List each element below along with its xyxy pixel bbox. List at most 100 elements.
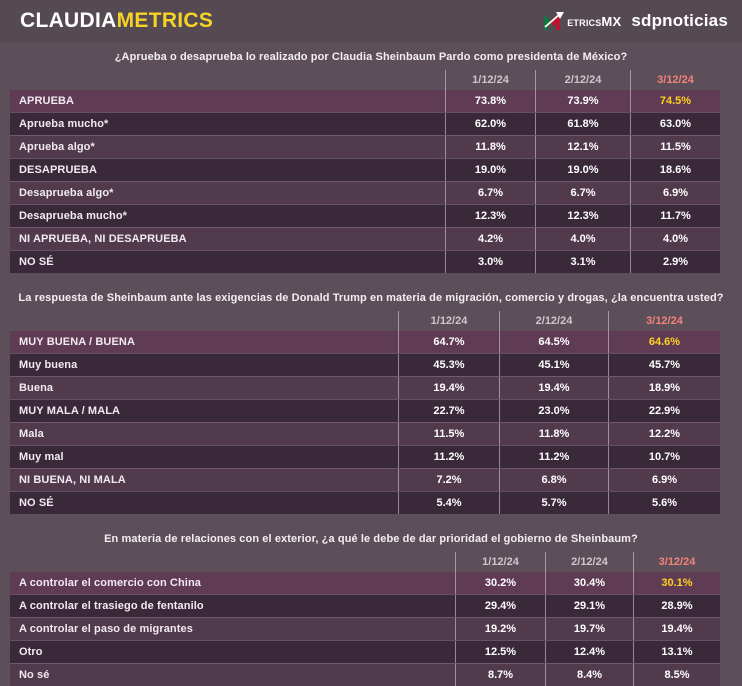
row-label: Muy mal [19,451,64,463]
value-cell: 62.0% [445,113,535,135]
approval-table: 1/12/24 2/12/24 3/12/24 APRUEBA 73.8% 73… [10,70,720,273]
table-row: Muy buena 45.3% 45.1% 45.7% [10,353,720,376]
value-cell-highlight: 64.6% [608,331,720,353]
row-label: Desaprueba mucho* [19,210,128,222]
value-cell: 3.1% [535,251,630,273]
claudiametrics-logo: CLAUDIA METRICS [20,9,213,33]
column-header: 1/12/24 [455,552,545,572]
value-cell: 4.2% [445,228,535,250]
value-cell: 6.9% [630,182,720,204]
table-row: A controlar el trasiego de fentanilo 29.… [10,594,720,617]
row-label: MUY MALA / MALA [19,405,121,417]
value-cell-highlight: 30.1% [633,572,720,594]
table-row: Muy mal 11.2% 11.2% 10.7% [10,445,720,468]
value-cell: 2.9% [630,251,720,273]
value-cell: 11.5% [630,136,720,158]
row-label: Mala [19,428,44,440]
value-cell: 45.7% [608,354,720,376]
value-cell: 18.9% [608,377,720,399]
column-header: 2/12/24 [535,70,630,90]
value-cell: 29.1% [545,595,633,617]
value-cell: 5.6% [608,492,720,514]
value-cell: 6.8% [499,469,608,491]
column-spacer [10,552,455,572]
value-cell: 30.4% [545,572,633,594]
value-cell: 13.1% [633,641,720,663]
row-label: No sé [19,669,50,681]
row-label: Aprueba mucho* [19,118,109,130]
table-row: Buena 19.4% 19.4% 18.9% [10,376,720,399]
approval-section: ¿Aprueba o desaprueba lo realizado por C… [0,50,742,273]
value-cell: 19.4% [398,377,499,399]
table-header: 1/12/24 2/12/24 3/12/24 [10,552,720,572]
column-header: 1/12/24 [445,70,535,90]
value-cell: 5.4% [398,492,499,514]
value-cell: 10.7% [608,446,720,468]
table-row: NI BUENA, NI MALA 7.2% 6.8% 6.9% [10,468,720,491]
table-row: Mala 11.5% 11.8% 12.2% [10,422,720,445]
value-cell: 11.2% [398,446,499,468]
column-header: 2/12/24 [499,311,608,331]
value-cell: 11.8% [445,136,535,158]
foreign-priority-table: 1/12/24 2/12/24 3/12/24 A controlar el c… [10,552,720,686]
table-row: MUY BUENA / BUENA 64.7% 64.5% 64.6% [10,331,720,353]
value-cell: 30.2% [455,572,545,594]
table-row: NO SÉ 3.0% 3.1% 2.9% [10,250,720,273]
table-row: A controlar el comercio con China 30.2% … [10,572,720,594]
value-cell: 12.3% [445,205,535,227]
column-spacer [10,311,398,331]
sdpnoticias-wordmark: sdpnoticias [631,11,728,30]
value-cell: 63.0% [630,113,720,135]
metricsmx-m-arrow-icon [543,11,565,31]
column-header-current: 3/12/24 [630,70,720,90]
row-label: DESAPRUEBA [19,164,98,176]
value-cell: 6.7% [535,182,630,204]
value-cell: 11.2% [499,446,608,468]
value-cell: 8.7% [455,664,545,686]
value-cell: 4.0% [630,228,720,250]
column-spacer [10,70,445,90]
brand-metrics: METRICS [116,9,214,32]
row-label: MUY BUENA / BUENA [19,336,135,348]
table-row: No sé 8.7% 8.4% 8.5% [10,663,720,686]
value-cell: 64.5% [499,331,608,353]
value-cell: 61.8% [535,113,630,135]
value-cell: 7.2% [398,469,499,491]
table-row: Desaprueba algo* 6.7% 6.7% 6.9% [10,181,720,204]
column-header-current: 3/12/24 [608,311,720,331]
row-label: Desaprueba algo* [19,187,114,199]
table-header: 1/12/24 2/12/24 3/12/24 [10,311,720,331]
value-cell: 8.4% [545,664,633,686]
value-cell: 22.7% [398,400,499,422]
value-cell: 73.8% [445,90,535,112]
value-cell: 12.4% [545,641,633,663]
table-row: NO SÉ 5.4% 5.7% 5.6% [10,491,720,514]
table-row: Aprueba algo* 11.8% 12.1% 11.5% [10,135,720,158]
value-cell: 3.0% [445,251,535,273]
row-label: APRUEBA [19,95,75,107]
table-row: DESAPRUEBA 19.0% 19.0% 18.6% [10,158,720,181]
value-cell: 64.7% [398,331,499,353]
row-label: Aprueba algo* [19,141,95,153]
value-cell: 8.5% [633,664,720,686]
value-cell: 4.0% [535,228,630,250]
table-row: Desaprueba mucho* 12.3% 12.3% 11.7% [10,204,720,227]
column-header-current: 3/12/24 [633,552,720,572]
value-cell: 12.5% [455,641,545,663]
table-row: Otro 12.5% 12.4% 13.1% [10,640,720,663]
top-bar: CLAUDIA METRICS etricsMX sdpnoticias [0,0,742,42]
value-cell: 11.8% [499,423,608,445]
value-cell: 11.5% [398,423,499,445]
value-cell: 45.1% [499,354,608,376]
table-header: 1/12/24 2/12/24 3/12/24 [10,70,720,90]
question-title: ¿Aprueba o desaprueba lo realizado por C… [114,51,628,63]
value-cell: 19.4% [633,618,720,640]
row-label: A controlar el comercio con China [19,577,201,589]
value-cell: 11.7% [630,205,720,227]
value-cell: 19.0% [445,159,535,181]
trump-response-table: 1/12/24 2/12/24 3/12/24 MUY BUENA / BUEN… [10,311,720,514]
value-cell: 6.9% [608,469,720,491]
value-cell: 12.1% [535,136,630,158]
value-cell: 23.0% [499,400,608,422]
column-header: 2/12/24 [545,552,633,572]
